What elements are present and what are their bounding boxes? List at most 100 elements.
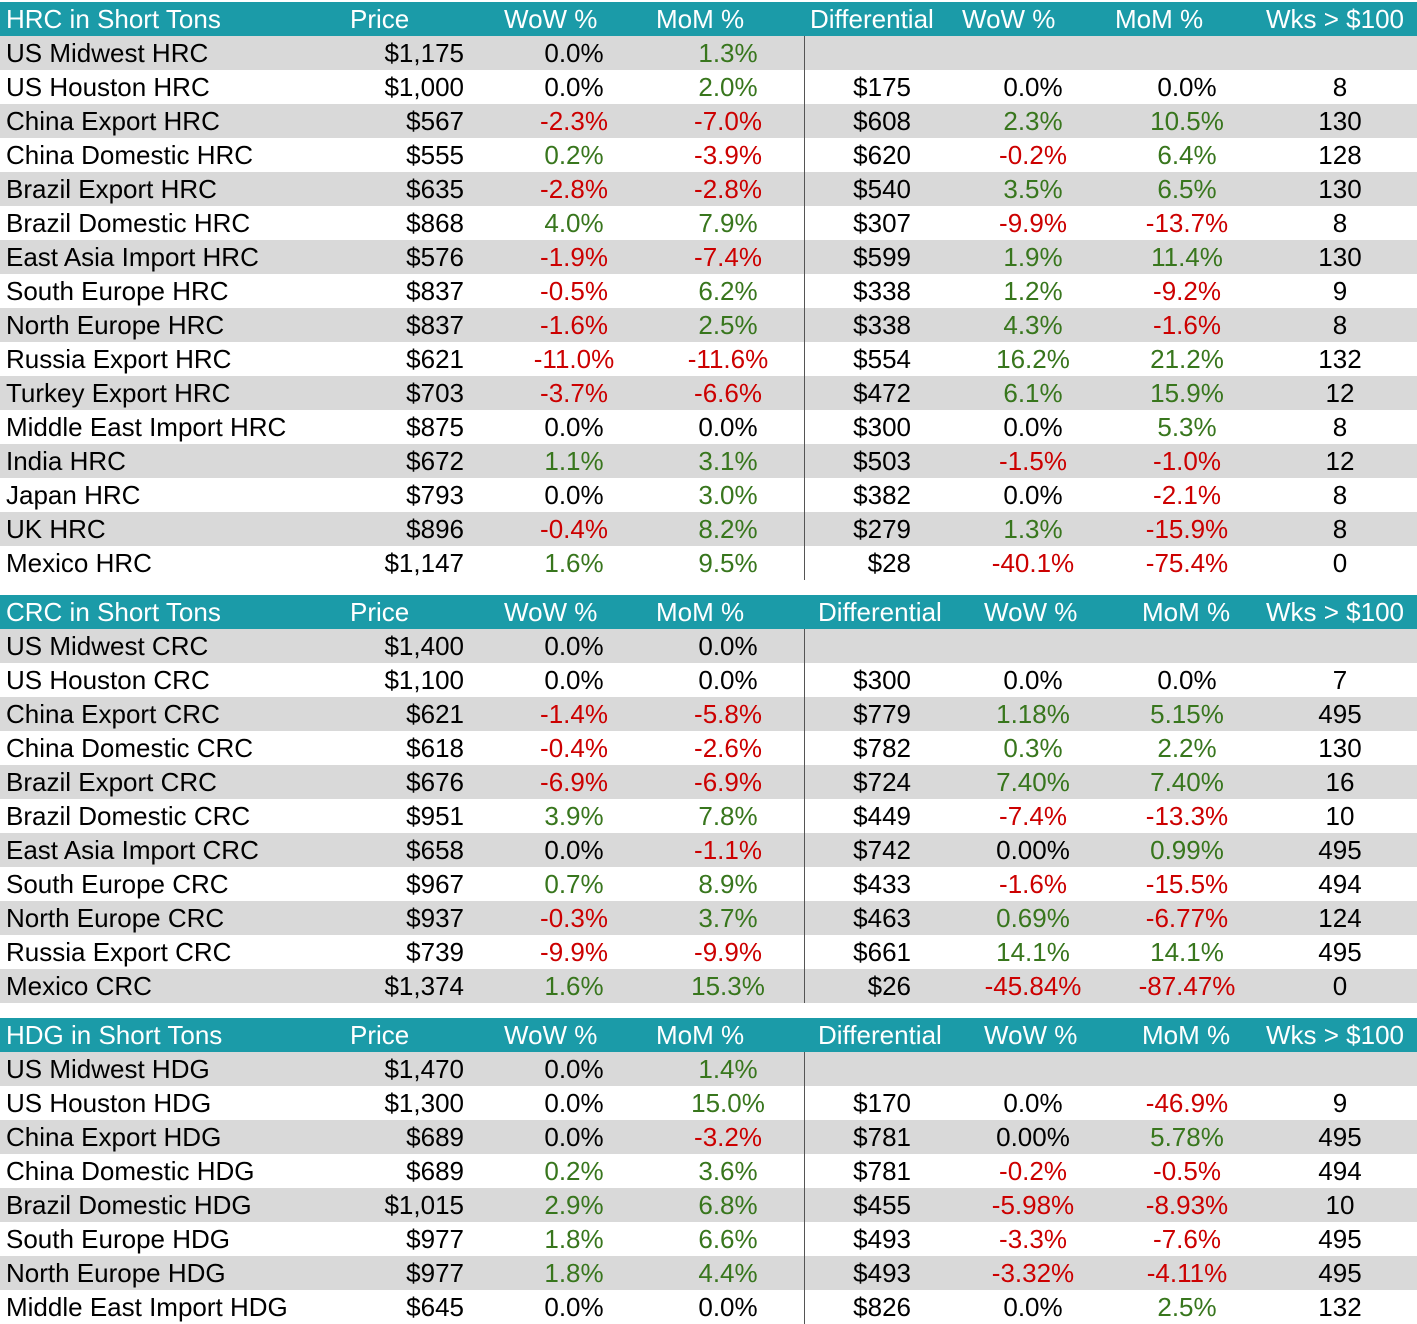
cell-price: $739 [406, 937, 464, 967]
cell-wks-over-100: 16 [1325, 767, 1355, 797]
cell-differential: $540 [853, 174, 911, 204]
cell-name: India HRC [6, 446, 126, 476]
cell-differential: $781 [853, 1156, 911, 1186]
header-name: HRC in Short Tons [6, 4, 221, 34]
cell-price: $621 [406, 344, 464, 374]
cell-mom: -6.6% [694, 378, 762, 408]
cell-name: East Asia Import HRC [6, 242, 259, 272]
cell-wow: -0.4% [540, 514, 608, 544]
cell-price: $967 [406, 869, 464, 899]
table-row: East Asia Import HRC $576 -1.9% -7.4% $599 1.… [0, 240, 1417, 274]
cell-mom: -6.9% [694, 767, 762, 797]
cell-diff-wow: 16.2% [996, 344, 1070, 374]
cell-name: US Midwest HRC [6, 38, 209, 68]
cell-price: $837 [406, 310, 464, 340]
cell-name: US Midwest HDG [6, 1054, 210, 1084]
table-row: Turkey Export HRC $703 -3.7% -6.6% $472 6.1% 1… [0, 376, 1417, 410]
cell-diff-wow: 14.1% [996, 937, 1070, 967]
cell-mom: 3.6% [698, 1156, 758, 1186]
header-wks-over-100: Wks > $100 [1266, 4, 1405, 34]
cell-name: Brazil Export CRC [6, 767, 217, 797]
cell-price: $875 [406, 412, 464, 442]
table-row: US Midwest HRC $1,175 0.0% 1.3% [0, 36, 1417, 70]
cell-differential: $599 [853, 242, 911, 272]
cell-name: Brazil Export HRC [6, 174, 217, 204]
header-diff-mom: MoM % [1142, 1020, 1231, 1050]
cell-wks-over-100: 124 [1318, 903, 1362, 933]
cell-mom: -11.6% [687, 344, 769, 374]
cell-wow: -0.5% [540, 276, 608, 306]
cell-diff-wow: 0.0% [1003, 412, 1063, 442]
cell-differential: $455 [853, 1190, 911, 1220]
cell-mom: 6.8% [698, 1190, 758, 1220]
cell-price: $1,100 [384, 665, 464, 695]
cell-wow: 4.0% [544, 208, 604, 238]
cell-wks-over-100: 495 [1318, 1258, 1362, 1288]
cell-diff-wow: 3.5% [1003, 174, 1063, 204]
cell-name: Brazil Domestic HRC [6, 208, 251, 238]
table-row: China Export HDG $689 0.0% -3.2% $781 0.00% 5.… [0, 1120, 1417, 1154]
cell-diff-mom: 21.2% [1150, 344, 1224, 374]
cell-diff-wow: 0.0% [1003, 1292, 1063, 1322]
cell-diff-wow: 1.9% [1003, 242, 1063, 272]
table-row: North Europe HDG $977 1.8% 4.4% $493 -3.32% -4… [0, 1256, 1417, 1290]
cell-diff-wow: -9.9% [999, 208, 1067, 238]
cell-wow: 0.0% [544, 1054, 604, 1084]
cell-wow: -1.4% [540, 699, 608, 729]
cell-diff-wow: 1.3% [1003, 514, 1063, 544]
cell-mom: 0.0% [698, 631, 758, 661]
cell-wks-over-100: 12 [1325, 446, 1355, 476]
cell-differential: $26 [867, 971, 911, 1001]
cell-price: $793 [406, 480, 464, 510]
table-row: China Domestic CRC $618 -0.4% -2.6% $782 0.3%… [0, 731, 1417, 765]
table-row: South Europe HRC $837 -0.5% 6.2% $338 1.2% -9.… [0, 274, 1417, 308]
cell-wks-over-100: 0 [1332, 971, 1348, 1001]
cell-diff-mom: -75.4% [1145, 548, 1229, 578]
cell-name: North Europe HRC [6, 310, 225, 340]
cell-wow: 0.0% [544, 72, 604, 102]
table-row: US Houston HDG $1,300 0.0% 15.0% $170 0.0% -46… [0, 1086, 1417, 1120]
header-mom: MoM % [656, 4, 745, 34]
cell-diff-mom: 5.78% [1150, 1122, 1224, 1152]
cell-name: South Europe HRC [6, 276, 229, 306]
cell-diff-mom: 15.9% [1150, 378, 1224, 408]
cell-diff-wow [966, 1052, 1100, 1086]
cell-name: US Midwest CRC [6, 631, 209, 661]
cell-mom: 15.0% [691, 1088, 765, 1118]
header-price: Price [350, 597, 410, 627]
cell-name: Turkey Export HRC [6, 378, 231, 408]
cell-wks-over-100: 9 [1332, 1088, 1348, 1118]
table-row: Mexico CRC $1,374 1.6% 15.3% $26 -45.84% -87.4… [0, 969, 1417, 1003]
cell-wow: -6.9% [540, 767, 608, 797]
cell-diff-mom: 10.5% [1150, 106, 1224, 136]
cell-name: China Export HRC [6, 106, 220, 136]
cell-mom: -1.1% [694, 835, 762, 865]
cell-diff-mom: -87.47% [1138, 971, 1236, 1001]
cell-price: $618 [406, 733, 464, 763]
cell-mom: 15.3% [691, 971, 765, 1001]
cell-wow: 0.0% [544, 38, 604, 68]
cell-wow: 2.9% [544, 1190, 604, 1220]
cell-diff-wow: 0.0% [1003, 665, 1063, 695]
cell-wks-over-100: 0 [1332, 548, 1348, 578]
cell-wow: 0.0% [544, 665, 604, 695]
table-header: CRC in Short Tons Price WoW % MoM % Differen… [0, 595, 1417, 629]
table-row: Middle East Import HRC $875 0.0% 0.0% $300 0.… [0, 410, 1417, 444]
cell-diff-mom: -2.1% [1153, 480, 1221, 510]
cell-diff-mom: 5.15% [1150, 699, 1224, 729]
table-row: India HRC $672 1.1% 3.1% $503 -1.5% -1.0% 12 [0, 444, 1417, 478]
cell-name: China Domestic CRC [6, 733, 254, 763]
cell-name: China Export CRC [6, 699, 220, 729]
table-row: UK HRC $896 -0.4% 8.2% $279 1.3% -15.9% 8 [0, 512, 1417, 546]
cell-name: North Europe HDG [6, 1258, 226, 1288]
cell-wow: 1.8% [544, 1258, 604, 1288]
cell-differential: $338 [853, 276, 911, 306]
cell-name: Middle East Import HRC [6, 412, 287, 442]
table-row: China Domestic HRC $555 0.2% -3.9% $620 -0.2%… [0, 138, 1417, 172]
cell-name: East Asia Import CRC [6, 835, 259, 865]
cell-diff-mom [1120, 629, 1254, 663]
cell-wks-over-100: 130 [1318, 106, 1362, 136]
cell-mom: 8.9% [698, 869, 758, 899]
cell-mom: 7.8% [698, 801, 758, 831]
cell-diff-wow: 1.2% [1003, 276, 1063, 306]
